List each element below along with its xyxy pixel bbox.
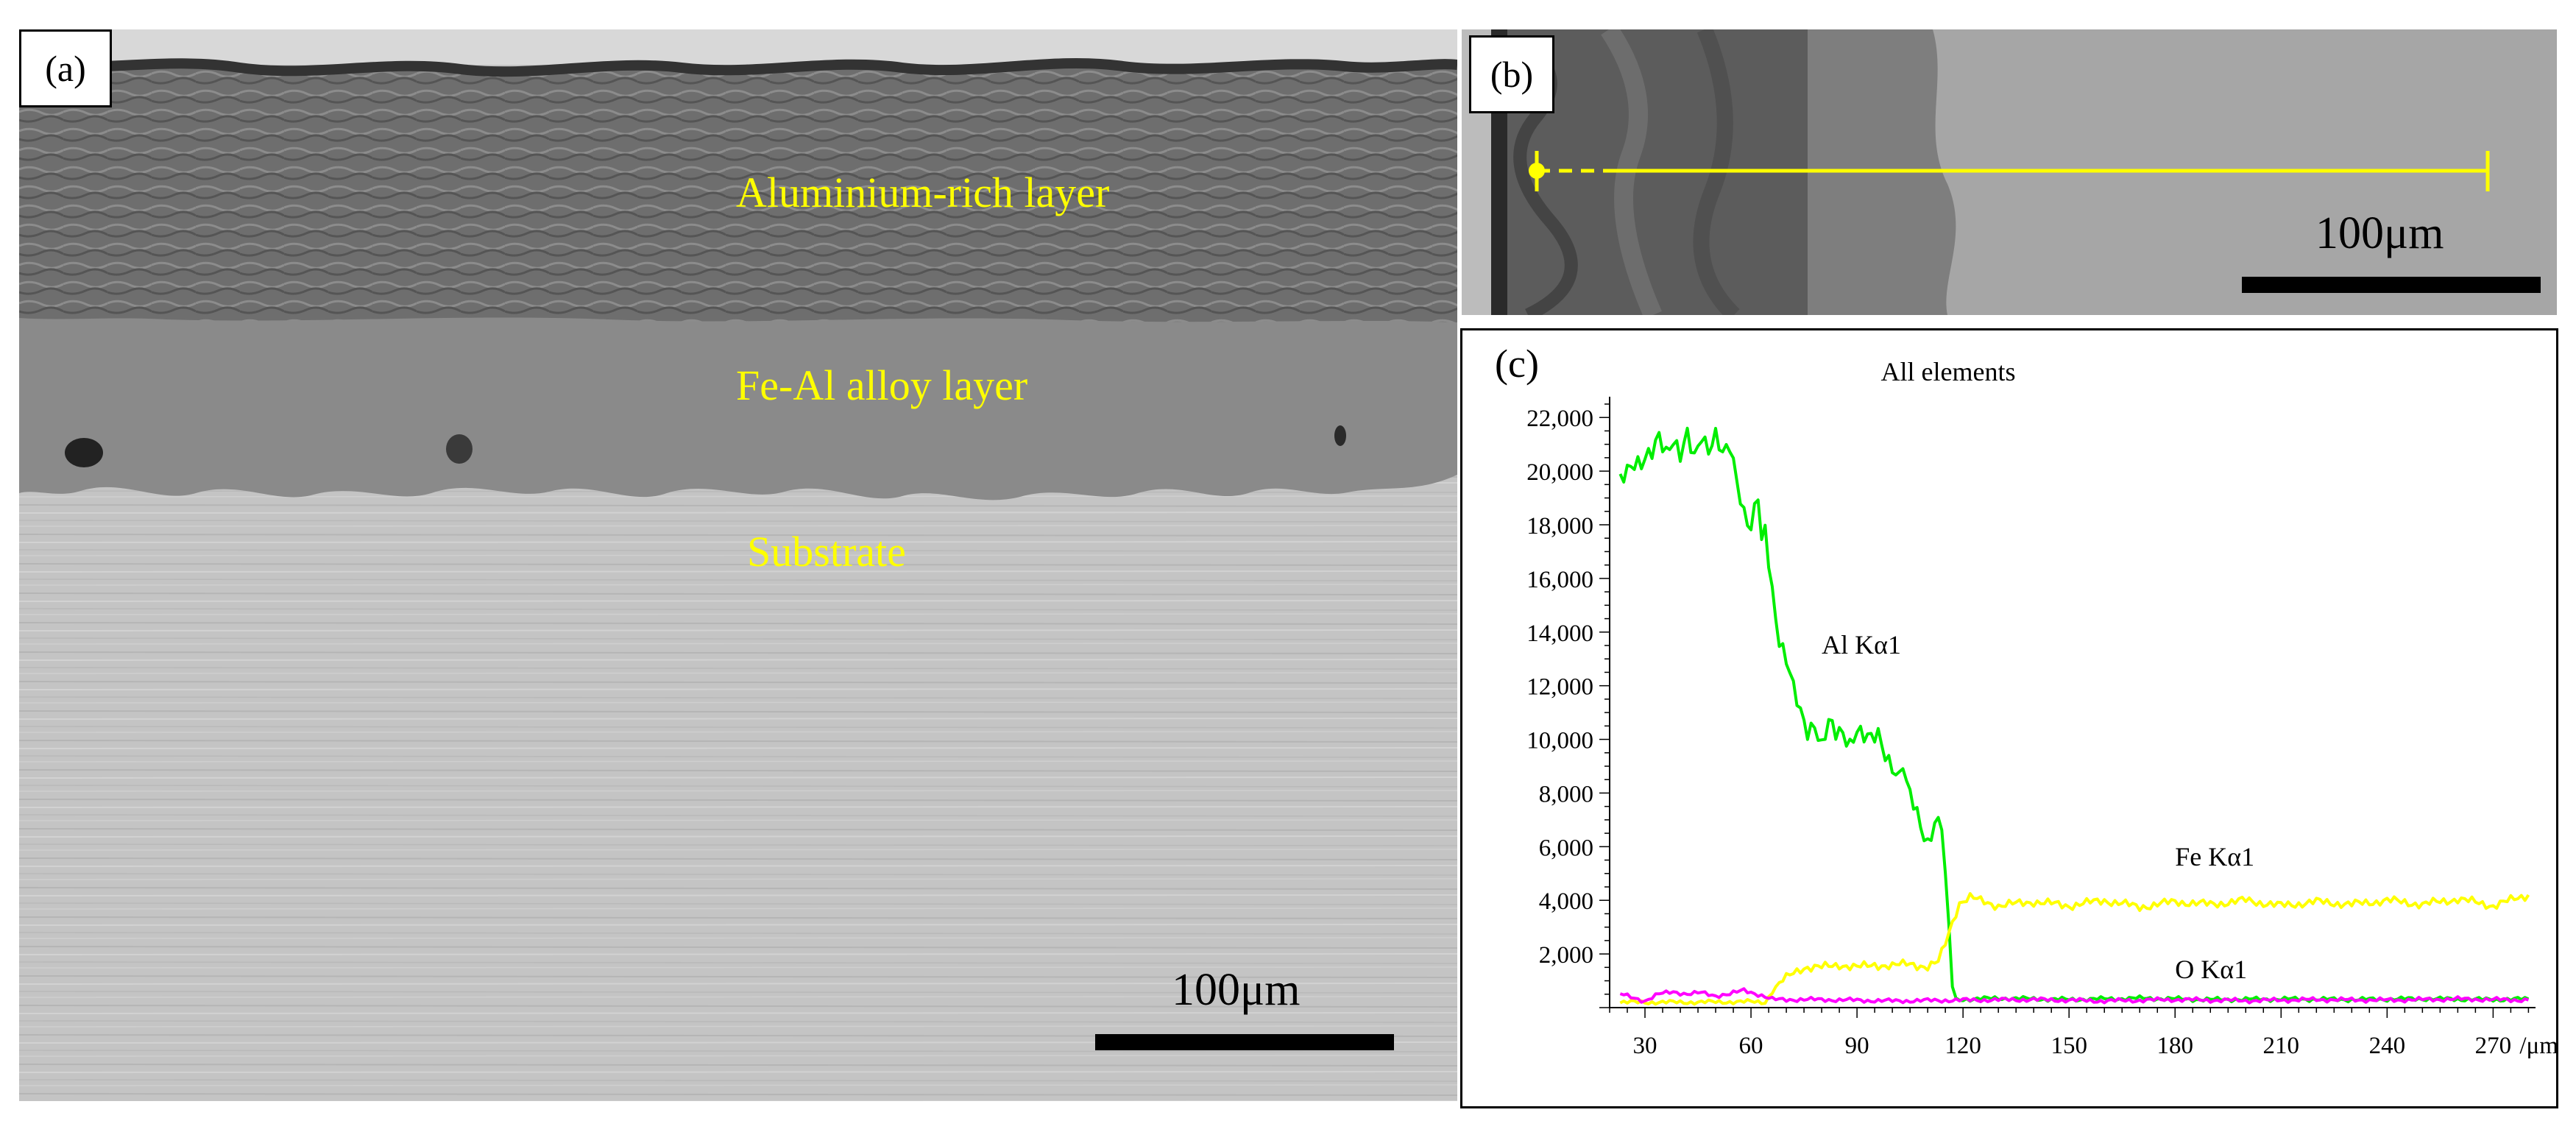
y-tick-label: 16,000 bbox=[1526, 567, 1593, 593]
substrate-label: Substrate bbox=[747, 528, 906, 576]
y-tick-label: 10,000 bbox=[1526, 728, 1593, 754]
panel-c-chart-frame: (c) All elements 2,000 4,000 6,000 8,000 10,… bbox=[1460, 328, 2558, 1108]
y-tick-label: 22,000 bbox=[1526, 406, 1593, 432]
series-labels: Al Kα1 Fe Kα1 O Kα1 bbox=[1822, 630, 2254, 984]
panel-b-sem-image bbox=[1462, 29, 2557, 315]
panel-a-sem-image bbox=[19, 29, 1457, 1101]
x-tick-label: 90 bbox=[1845, 1033, 1869, 1059]
y-tick-label: 8,000 bbox=[1539, 781, 1593, 807]
x-tick-label: 120 bbox=[1945, 1033, 1981, 1059]
scale-bar-label-b: 100μm bbox=[2315, 208, 2444, 258]
y-tick-label: 6,000 bbox=[1539, 835, 1593, 861]
x-tick-label: 150 bbox=[2050, 1033, 2087, 1059]
series-line-fe bbox=[1619, 892, 2530, 1006]
x-tick-label: 270 bbox=[2475, 1033, 2512, 1059]
line-scan-chart: All elements 2,000 4,000 6,000 8,000 10,000 1… bbox=[1526, 357, 2556, 1059]
series-label-fe: Fe Kα1 bbox=[2175, 842, 2254, 871]
scale-bar-a bbox=[1095, 1034, 1394, 1050]
panel-b-label: (b) bbox=[1469, 35, 1554, 113]
chart-series bbox=[1618, 426, 2530, 1006]
sem-image-a bbox=[19, 29, 1457, 1101]
x-tick-label: 240 bbox=[2369, 1033, 2406, 1059]
x-tick-label: 210 bbox=[2263, 1033, 2300, 1059]
series-line-o bbox=[1619, 987, 2530, 1005]
y-tick-label: 20,000 bbox=[1526, 459, 1593, 486]
line-scan-path bbox=[1529, 151, 2490, 191]
aluminium-rich-layer-label: Aluminium-rich layer bbox=[736, 169, 1110, 216]
x-axis-unit: /μm bbox=[2519, 1033, 2556, 1059]
panel-a-label: (a) bbox=[19, 29, 112, 107]
x-tick-label: 30 bbox=[1633, 1033, 1657, 1059]
chart-axes: 2,000 4,000 6,000 8,000 10,000 12,000 14,000 16… bbox=[1526, 397, 2556, 1059]
panel-c-label: (c) bbox=[1495, 342, 1539, 386]
x-tick-label: 60 bbox=[1739, 1033, 1763, 1059]
x-tick-label: 180 bbox=[2156, 1033, 2193, 1059]
y-tick-label: 2,000 bbox=[1539, 942, 1593, 969]
series-label-o: O Kα1 bbox=[2175, 955, 2247, 984]
fe-al-alloy-layer-label: Fe-Al alloy layer bbox=[736, 361, 1028, 409]
series-label-al: Al Kα1 bbox=[1822, 630, 1901, 659]
y-tick-label: 14,000 bbox=[1526, 620, 1593, 647]
y-tick-label: 12,000 bbox=[1526, 674, 1593, 701]
y-tick-label: 18,000 bbox=[1526, 513, 1593, 540]
series-line-al bbox=[1618, 426, 2530, 1004]
scale-bar-label-a: 100μm bbox=[1172, 965, 1301, 1015]
y-tick-label: 4,000 bbox=[1539, 888, 1593, 915]
chart-title: All elements bbox=[1881, 357, 2016, 386]
scale-bar-b bbox=[2242, 277, 2541, 293]
